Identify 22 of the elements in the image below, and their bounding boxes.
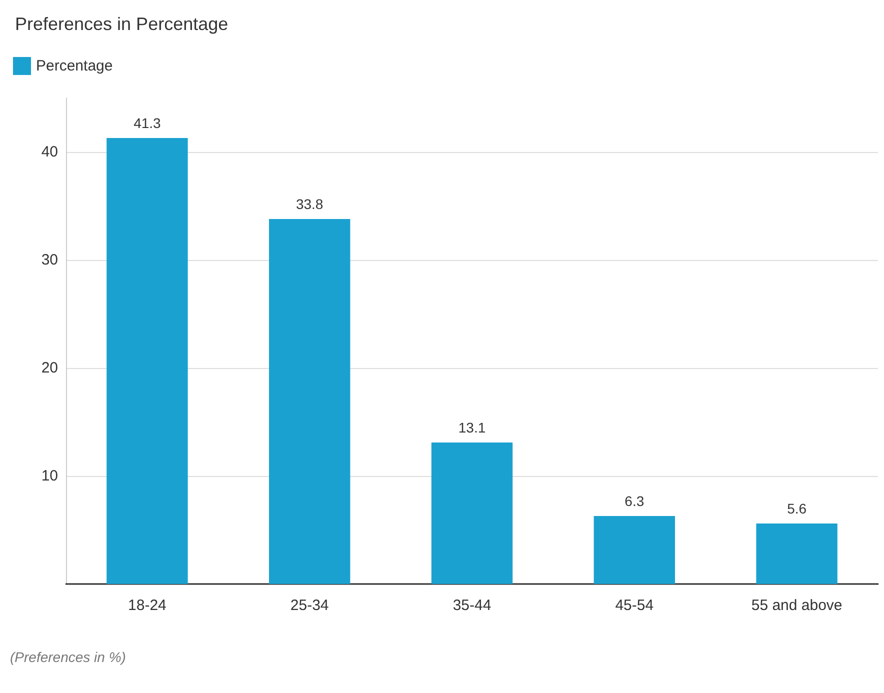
- text: (Preferences in %): [10, 649, 126, 665]
- bar: [431, 442, 513, 584]
- data-label: 33.8: [296, 196, 324, 212]
- bar: [106, 138, 188, 584]
- data-label: 5.6: [787, 500, 807, 517]
- bar: [269, 218, 350, 584]
- chart-title: Preferences in Percentage: [15, 14, 228, 34]
- bar: [594, 516, 675, 584]
- x-tick-label: 45-54: [615, 597, 654, 614]
- data-label: 13.1: [458, 420, 486, 436]
- x-tick-label: 25-34: [290, 597, 329, 614]
- data-label: 6.3: [624, 492, 644, 509]
- y-tick-label: 20: [41, 360, 58, 376]
- x-tick-label: 55 and above: [751, 597, 842, 614]
- bar: [756, 524, 838, 584]
- y-tick-label: 10: [41, 468, 58, 484]
- data-label: 41.3: [134, 114, 162, 131]
- y-tick-label: 30: [41, 252, 58, 268]
- x-tick-label: 18-24: [128, 597, 166, 614]
- y-tick-label: 40: [41, 144, 58, 160]
- x-tick-label: 35-44: [452, 597, 492, 614]
- legend-label: Percentage: [36, 58, 113, 74]
